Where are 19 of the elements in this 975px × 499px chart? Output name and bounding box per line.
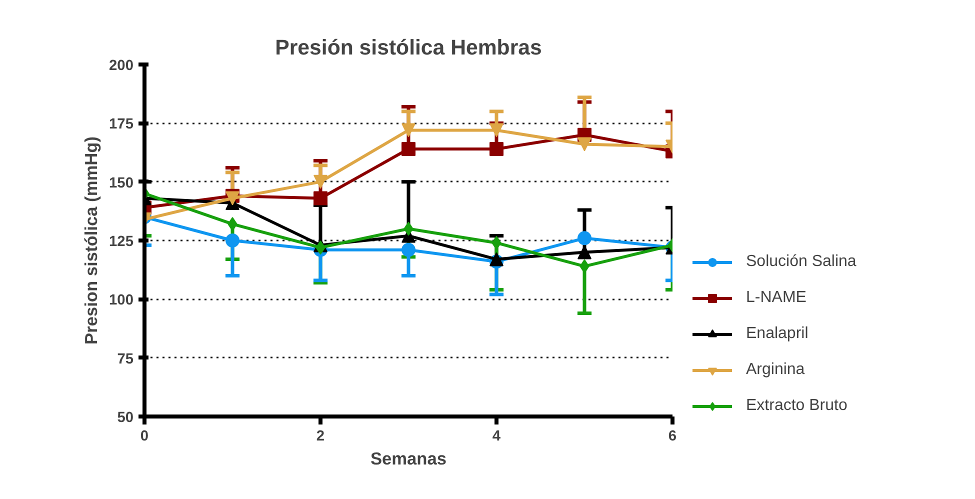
x-axis-title: Semanas [370,448,447,468]
legend-label: Extracto Bruto [746,397,848,415]
x-tick-label: 4 [492,428,502,444]
y-tick-label: 125 [109,234,134,250]
y-tick-label: 175 [109,116,134,133]
x-tick-label: 6 [668,428,677,444]
legend-label: Enalapril [746,325,808,343]
y-axis-title: Presion sistólica (mmHg) [81,136,102,344]
x-tick-label: 2 [316,428,325,444]
y-tick-label: 100 [109,292,134,309]
y-tick-label: 200 [109,58,134,74]
x-tick-label: 0 [140,428,149,444]
y-tick-label: 75 [117,351,134,368]
chart-title: Presión sistólica Hembras [275,36,542,60]
y-tick-label: 150 [109,175,134,192]
y-tick-label: 50 [117,410,134,426]
legend-label: Arginina [746,361,805,379]
legend-label: L-NAME [746,289,806,307]
legend-label: Solución Salina [746,253,856,271]
